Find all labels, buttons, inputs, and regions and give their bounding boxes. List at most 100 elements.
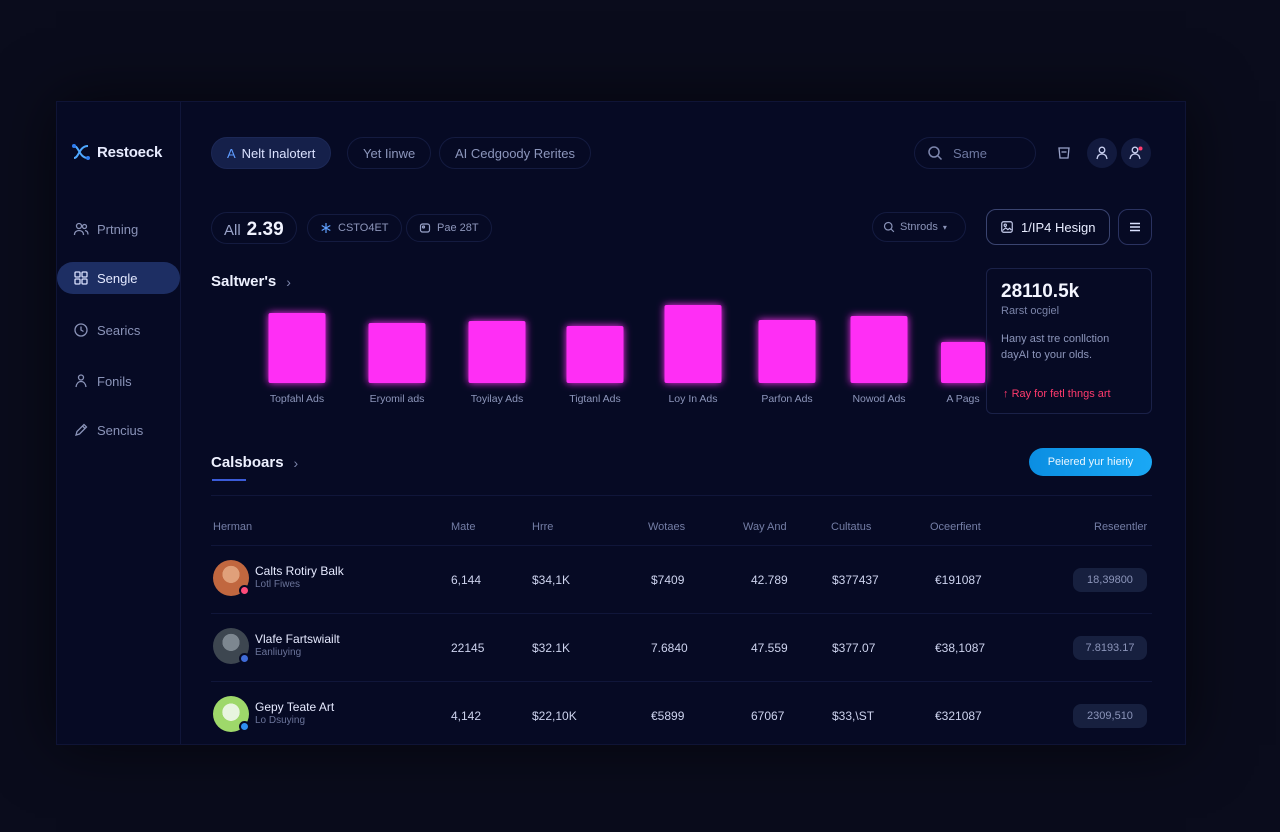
chart-bar[interactable] (850, 316, 908, 383)
sidebar-item-prtning[interactable]: Prtning (57, 213, 180, 245)
sidebar-item-label: Searics (97, 322, 141, 338)
column-header[interactable]: Reseentler (1094, 521, 1148, 533)
app-name: Restoeck (97, 143, 163, 161)
user-subtitle: Eanliuying (255, 647, 302, 658)
tab-prefix-icon: A (227, 145, 236, 161)
chevron-right-icon: › (293, 454, 299, 471)
tab-yet-iinwe[interactable]: Yet Iinwe (347, 137, 432, 169)
inbox-icon (1058, 147, 1070, 159)
column-header[interactable]: Herman (213, 521, 253, 533)
chart-bar[interactable] (664, 305, 722, 383)
cta-button[interactable]: Peiered yur hieriy (1029, 448, 1152, 476)
cell-hrre: $32.1K (532, 641, 571, 655)
chart-category-label: Topfahl Ads (270, 393, 324, 405)
section-title-text: Calsboars (211, 454, 284, 471)
button-label: 1/IP4 Hesign (1021, 219, 1096, 235)
total-stat: All 2.39 (211, 212, 297, 244)
chart-bar[interactable] (268, 313, 326, 383)
chart-bar[interactable] (468, 321, 526, 383)
column-header[interactable]: Way And (743, 521, 787, 533)
cell-oceerfient: €321087 (935, 709, 982, 723)
sidebar-item-label: Sengle (97, 270, 138, 286)
cell-mate: 6,144 (451, 573, 482, 587)
pen-icon (75, 423, 88, 436)
sidebar-item-fonils[interactable]: Fonils (57, 365, 180, 397)
column-header[interactable]: Cultatus (831, 521, 872, 533)
cell-hrre: $34,1K (532, 573, 571, 587)
table-row[interactable]: Vlafe Fartswiailt Eanliuying 22145 $32.1… (211, 613, 1152, 681)
summary-card: 28110.5k Rarst ocgiel Hany ast tre conll… (986, 268, 1152, 414)
chart-category-label: Parfon Ads (761, 393, 812, 405)
chart-category-label: Nowod Ads (852, 393, 905, 405)
profile-button[interactable] (1087, 138, 1117, 168)
value-badge: 18,39800 (1073, 568, 1147, 592)
cell-cultatus: $33,\ST (832, 709, 875, 723)
search-placeholder: Same (953, 145, 987, 161)
sidebar-item-sengle[interactable]: Sengle (57, 262, 180, 294)
cell-wotaes: $7409 (651, 573, 685, 587)
notifications-button[interactable] (1121, 138, 1151, 168)
chart-bar[interactable] (758, 320, 816, 383)
tab-nelt-inalotert[interactable]: A Nelt Inalotert (211, 137, 332, 169)
chart-section-title[interactable]: Saltwer's › (211, 273, 291, 290)
column-header[interactable]: Wotaes (648, 521, 686, 533)
cell-mate: 4,142 (451, 709, 482, 723)
logo[interactable]: Restoeck (71, 142, 162, 162)
cell-cultatus: $377.07 (832, 641, 876, 655)
cell-way-and: 42.789 (751, 573, 788, 587)
chart-bar[interactable] (941, 342, 985, 383)
avatar (213, 628, 250, 664)
cell-way-and: 67067 (751, 709, 785, 723)
table-row[interactable]: Calts Rotiry Balk Lotl Fiwes 6,144 $34,1… (211, 545, 1152, 613)
column-header[interactable]: Hrre (532, 521, 554, 533)
column-header[interactable]: Oceerfient (930, 521, 981, 533)
stat-label: All (224, 222, 241, 239)
column-header[interactable]: Mate (451, 521, 476, 533)
arrow-up-icon: ↑ (1003, 388, 1009, 400)
sidebar-item-sencius[interactable]: Sencius (57, 414, 180, 446)
sidebar-item-label: Fonils (97, 373, 132, 389)
summary-link[interactable]: ↑ Ray for fetl thngs art (1003, 388, 1111, 400)
sidebar-item-label: Sencius (97, 422, 144, 438)
image-icon (1001, 221, 1013, 233)
bar-chart: Topfahl Ads Eryomil ads Toyilay Ads Tigtanl… (268, 305, 985, 405)
search-icon (883, 221, 895, 233)
chart-category-label: A Pags (946, 393, 979, 405)
sidebar-item-searics[interactable]: Searics (57, 314, 180, 346)
select-value: Stnrods (900, 221, 938, 233)
user-subtitle: Lotl Fiwes (255, 579, 301, 590)
chevron-right-icon: › (286, 273, 291, 290)
tab-cedgoody-rerites[interactable]: AI Cedgoody Rerites (439, 137, 591, 169)
menu-button[interactable] (1118, 209, 1152, 245)
search-input[interactable]: Same (914, 137, 1036, 169)
filter-chip-2[interactable]: Pae 28T (406, 214, 492, 242)
sort-select[interactable]: Stnrods ▾ (872, 212, 966, 242)
design-button[interactable]: 1/IP4 Hesign (986, 209, 1110, 245)
chip-label: CSTO4ET (338, 222, 389, 234)
search-icon (928, 146, 943, 161)
inbox-button[interactable] (1049, 138, 1079, 168)
app-window: Restoeck Prtning Sengle Searics Fonils S… (56, 101, 1186, 745)
value-badge: 7.8193.17 (1073, 636, 1147, 660)
person-icon (75, 374, 87, 388)
avatar (213, 696, 250, 732)
link-label: Ray for fetl thngs art (1011, 388, 1111, 400)
status-dot (239, 653, 250, 664)
chart-bar[interactable] (368, 323, 426, 383)
table-section-title[interactable]: Calsboars › (211, 454, 298, 471)
table-row[interactable]: Gepy Teate Art Lo Dsuying 4,142 $22,10K … (211, 681, 1152, 744)
chip-label: Pae 28T (437, 222, 479, 234)
chart-category-label: Eryomil ads (370, 393, 425, 405)
logo-icon (72, 144, 90, 160)
cell-mate: 22145 (451, 641, 485, 655)
avatar (213, 560, 250, 596)
cell-hrre: $22,10K (532, 709, 577, 723)
summary-description: Hany ast tre conllction dayAI to your ol… (1001, 333, 1110, 361)
summary-value: 28110.5k (1001, 281, 1080, 302)
tag-icon (419, 223, 431, 233)
filter-chip-1[interactable]: CSTO4ET (307, 214, 402, 242)
chart-bar[interactable] (566, 326, 624, 383)
chart-category-label: Loy In Ads (668, 393, 717, 405)
status-dot (239, 585, 250, 596)
cell-wotaes: 7.6840 (651, 641, 688, 655)
